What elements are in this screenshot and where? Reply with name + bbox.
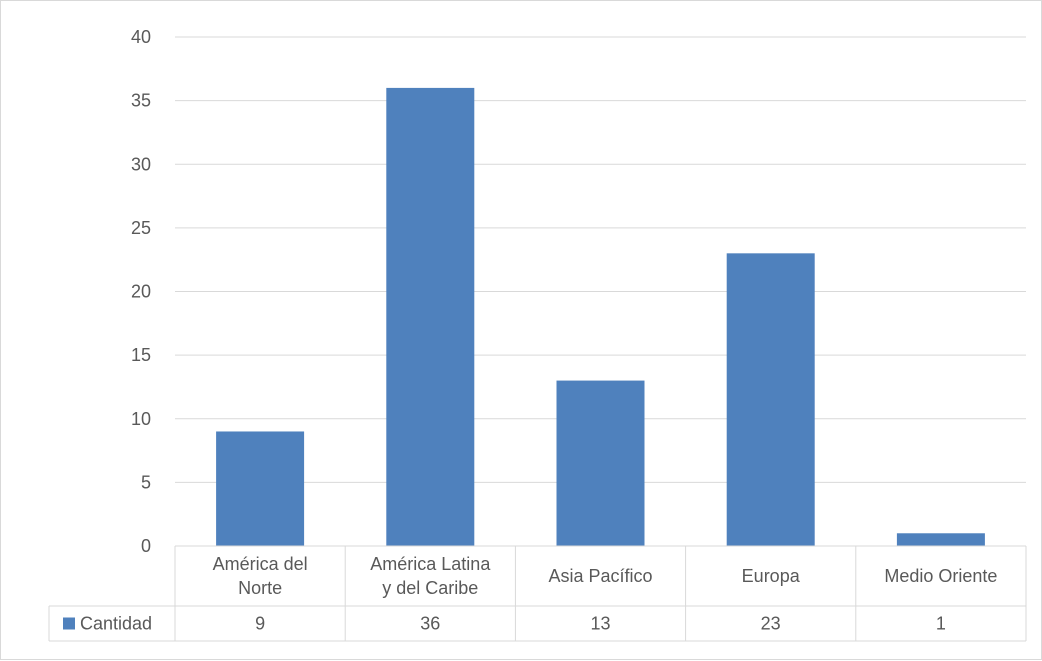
data-table: América del Norte América Latina y del Cari… [48, 545, 1027, 642]
y-tick-label: 15 [131, 345, 151, 365]
bar [726, 253, 815, 546]
bar [896, 533, 985, 546]
y-tick-label: 30 [131, 154, 151, 174]
legend-series-name: Cantidad [80, 614, 152, 634]
y-tick-label: 40 [131, 27, 151, 47]
category-label: América del [213, 554, 308, 574]
data-table-value: 9 [255, 614, 265, 634]
y-tick-label: 20 [131, 282, 151, 302]
category-label: Europa [742, 566, 801, 586]
category-label: Medio Oriente [884, 566, 997, 586]
y-tick-label: 0 [141, 536, 151, 556]
y-tick-label: 5 [141, 472, 151, 492]
bar [386, 87, 475, 547]
data-table-value: 36 [420, 614, 440, 634]
category-label: América Latina [370, 554, 491, 574]
data-table-value: 13 [590, 614, 610, 634]
y-tick-label: 25 [131, 218, 151, 238]
category-label: Norte [238, 578, 282, 598]
y-tick-label: 35 [131, 91, 151, 111]
category-label: y del Caribe [382, 578, 478, 598]
y-tick-label: 10 [131, 409, 151, 429]
category-label: Asia Pacífico [548, 566, 652, 586]
gridlines [175, 36, 1026, 483]
bar [556, 380, 645, 546]
y-axis-ticks: 0 5 10 15 20 25 30 35 40 [131, 27, 151, 556]
bar [216, 431, 305, 546]
legend-swatch [63, 617, 75, 630]
data-table-value: 23 [761, 614, 781, 634]
data-table-value: 1 [936, 614, 946, 634]
bars [216, 87, 985, 547]
